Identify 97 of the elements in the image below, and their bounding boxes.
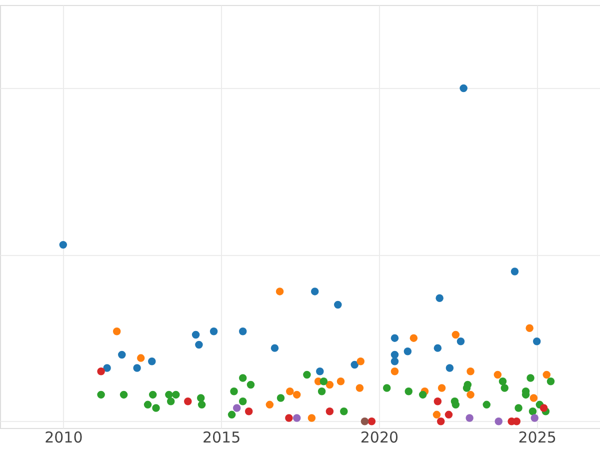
- point: [303, 370, 311, 379]
- point: [238, 397, 247, 406]
- point: [510, 268, 519, 276]
- point: [390, 368, 399, 376]
- point: [292, 390, 301, 399]
- point: [340, 407, 348, 416]
- point: [500, 384, 509, 392]
- point: [368, 417, 376, 426]
- point: [118, 350, 126, 359]
- x-tick-label: 2015: [202, 428, 241, 446]
- point: [482, 400, 491, 409]
- point: [326, 407, 334, 416]
- point: [195, 340, 203, 349]
- point: [356, 384, 364, 392]
- point: [528, 407, 537, 416]
- point: [334, 300, 342, 309]
- point: [144, 400, 152, 409]
- point: [326, 380, 334, 389]
- point: [316, 368, 324, 376]
- point: [136, 354, 145, 362]
- point: [540, 404, 548, 412]
- point: [192, 330, 200, 339]
- point: [404, 348, 412, 356]
- point: [498, 378, 507, 386]
- point: [148, 390, 157, 399]
- point: [336, 378, 345, 386]
- point: [494, 417, 503, 426]
- point: [466, 390, 474, 399]
- point: [148, 358, 156, 366]
- point: [232, 404, 241, 412]
- point: [286, 387, 294, 396]
- point: [530, 394, 538, 402]
- point: [466, 368, 474, 376]
- point: [390, 350, 399, 359]
- point: [184, 397, 192, 406]
- point: [166, 397, 175, 406]
- point: [444, 410, 453, 419]
- point: [456, 338, 465, 346]
- point: [356, 358, 365, 366]
- point: [526, 324, 534, 332]
- point: [210, 328, 218, 336]
- point: [532, 338, 541, 346]
- x-tick-label: 2025: [518, 428, 556, 446]
- point: [97, 390, 105, 399]
- point: [350, 360, 359, 369]
- point: [320, 378, 328, 386]
- point: [390, 358, 399, 366]
- point: [285, 414, 293, 422]
- x-tick-label: 2020: [360, 428, 399, 446]
- point: [530, 414, 539, 422]
- point: [460, 84, 468, 92]
- point: [404, 387, 413, 396]
- point: [133, 364, 141, 372]
- point: [360, 417, 369, 426]
- point: [292, 414, 301, 422]
- point: [270, 344, 279, 352]
- point: [410, 334, 418, 342]
- point: [246, 380, 255, 389]
- point: [436, 294, 444, 302]
- point: [390, 334, 399, 342]
- point: [514, 404, 522, 412]
- point: [198, 400, 206, 409]
- x-tick-label: 2010: [44, 428, 83, 446]
- point: [120, 390, 128, 399]
- point: [436, 417, 445, 426]
- point: [112, 328, 121, 336]
- point: [494, 370, 502, 379]
- point: [438, 384, 446, 392]
- point: [382, 384, 391, 392]
- point: [266, 400, 274, 409]
- point: [466, 414, 474, 422]
- point: [434, 397, 442, 406]
- point: [172, 390, 180, 399]
- point: [103, 364, 111, 372]
- point: [230, 387, 238, 396]
- point: [446, 364, 454, 372]
- point: [276, 394, 285, 402]
- point: [165, 390, 173, 399]
- point: [308, 414, 316, 422]
- point: [432, 410, 441, 419]
- point: [418, 390, 427, 399]
- point: [542, 370, 551, 379]
- point: [244, 407, 253, 416]
- point: [196, 394, 205, 402]
- point: [546, 378, 555, 386]
- point: [318, 387, 326, 396]
- point: [310, 288, 319, 296]
- point: [238, 328, 247, 336]
- point: [452, 330, 460, 339]
- point: [152, 404, 160, 412]
- point: [228, 410, 236, 419]
- point: [59, 240, 68, 249]
- point: [526, 374, 534, 382]
- point: [97, 368, 105, 376]
- point: [276, 288, 284, 296]
- point: [238, 374, 247, 382]
- point: [434, 344, 442, 352]
